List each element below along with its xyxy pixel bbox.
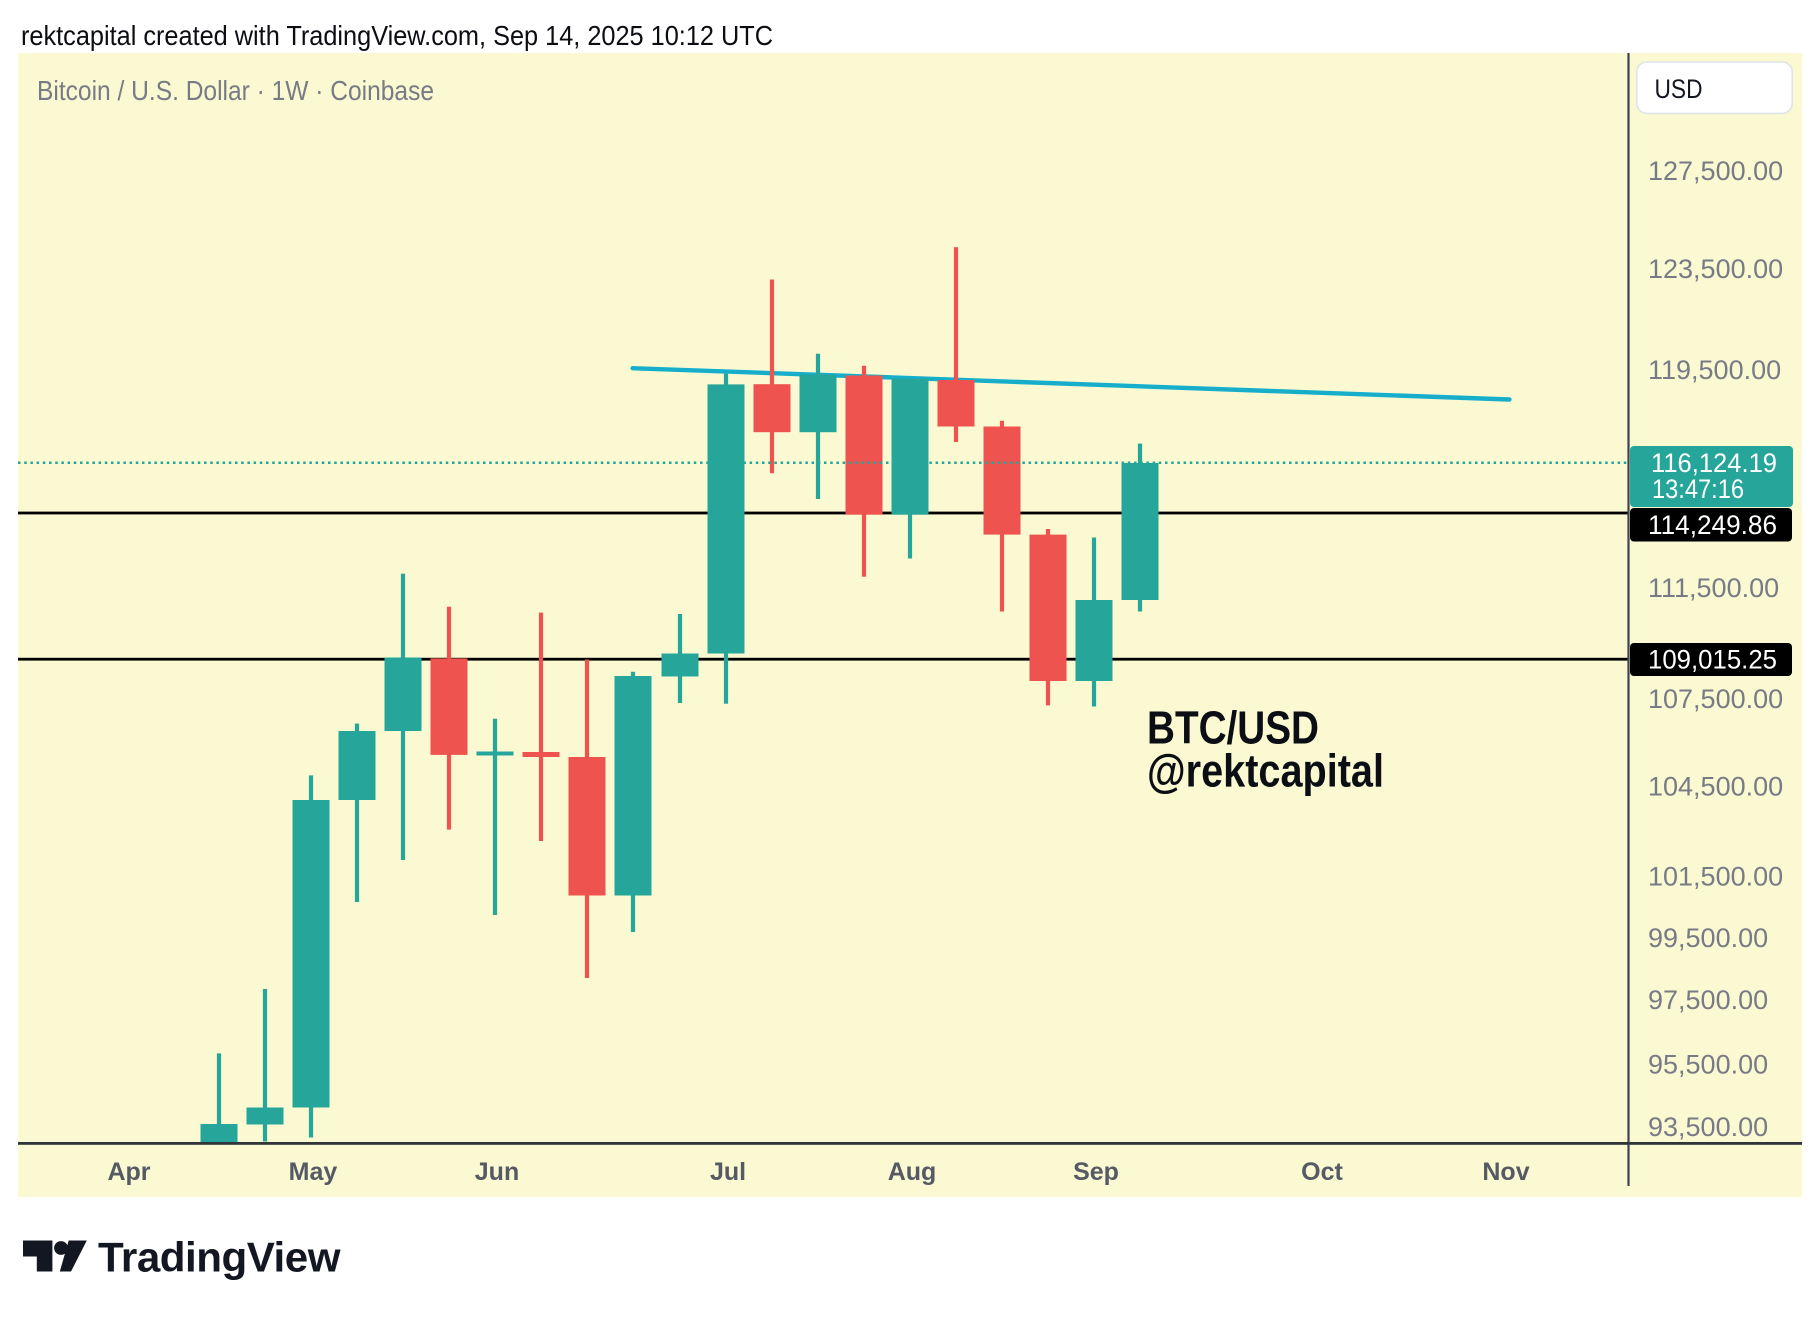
svg-text:123,500.00: 123,500.00 — [1648, 254, 1783, 284]
svg-text:111,500.00: 111,500.00 — [1648, 573, 1779, 603]
svg-text:rektcapital created with Tradi: rektcapital created with TradingView.com… — [21, 20, 773, 51]
svg-text:97,500.00: 97,500.00 — [1648, 985, 1768, 1015]
svg-text:99,500.00: 99,500.00 — [1648, 923, 1768, 953]
svg-text:Aug: Aug — [888, 1158, 937, 1186]
svg-text:114,249.86: 114,249.86 — [1648, 510, 1777, 540]
svg-text:104,500.00: 104,500.00 — [1648, 772, 1783, 802]
svg-text:Nov: Nov — [1482, 1158, 1529, 1186]
svg-text:93,500.00: 93,500.00 — [1648, 1112, 1768, 1142]
svg-text:Apr: Apr — [107, 1158, 150, 1186]
svg-text:May: May — [289, 1158, 338, 1186]
svg-text:TradingView: TradingView — [98, 1234, 341, 1281]
svg-text:Oct: Oct — [1301, 1158, 1343, 1186]
svg-text:116,124.19: 116,124.19 — [1651, 448, 1777, 478]
svg-text:13:47:16: 13:47:16 — [1652, 474, 1744, 504]
svg-text:@rektcapital: @rektcapital — [1147, 745, 1384, 797]
svg-text:Jun: Jun — [475, 1158, 519, 1186]
svg-text:BTC/USD: BTC/USD — [1147, 702, 1319, 754]
svg-text:107,500.00: 107,500.00 — [1648, 684, 1783, 714]
svg-text:Sep: Sep — [1073, 1158, 1119, 1186]
svg-text:119,500.00: 119,500.00 — [1648, 355, 1781, 385]
svg-text:95,500.00: 95,500.00 — [1648, 1050, 1768, 1080]
svg-text:Jul: Jul — [710, 1158, 746, 1186]
svg-text:Bitcoin / U.S. Dollar · 1W · C: Bitcoin / U.S. Dollar · 1W · Coinbase — [37, 75, 434, 106]
svg-text:101,500.00: 101,500.00 — [1648, 862, 1783, 892]
svg-text:109,015.25: 109,015.25 — [1648, 645, 1777, 675]
svg-text:USD: USD — [1655, 74, 1703, 104]
svg-text:127,500.00: 127,500.00 — [1648, 156, 1783, 186]
